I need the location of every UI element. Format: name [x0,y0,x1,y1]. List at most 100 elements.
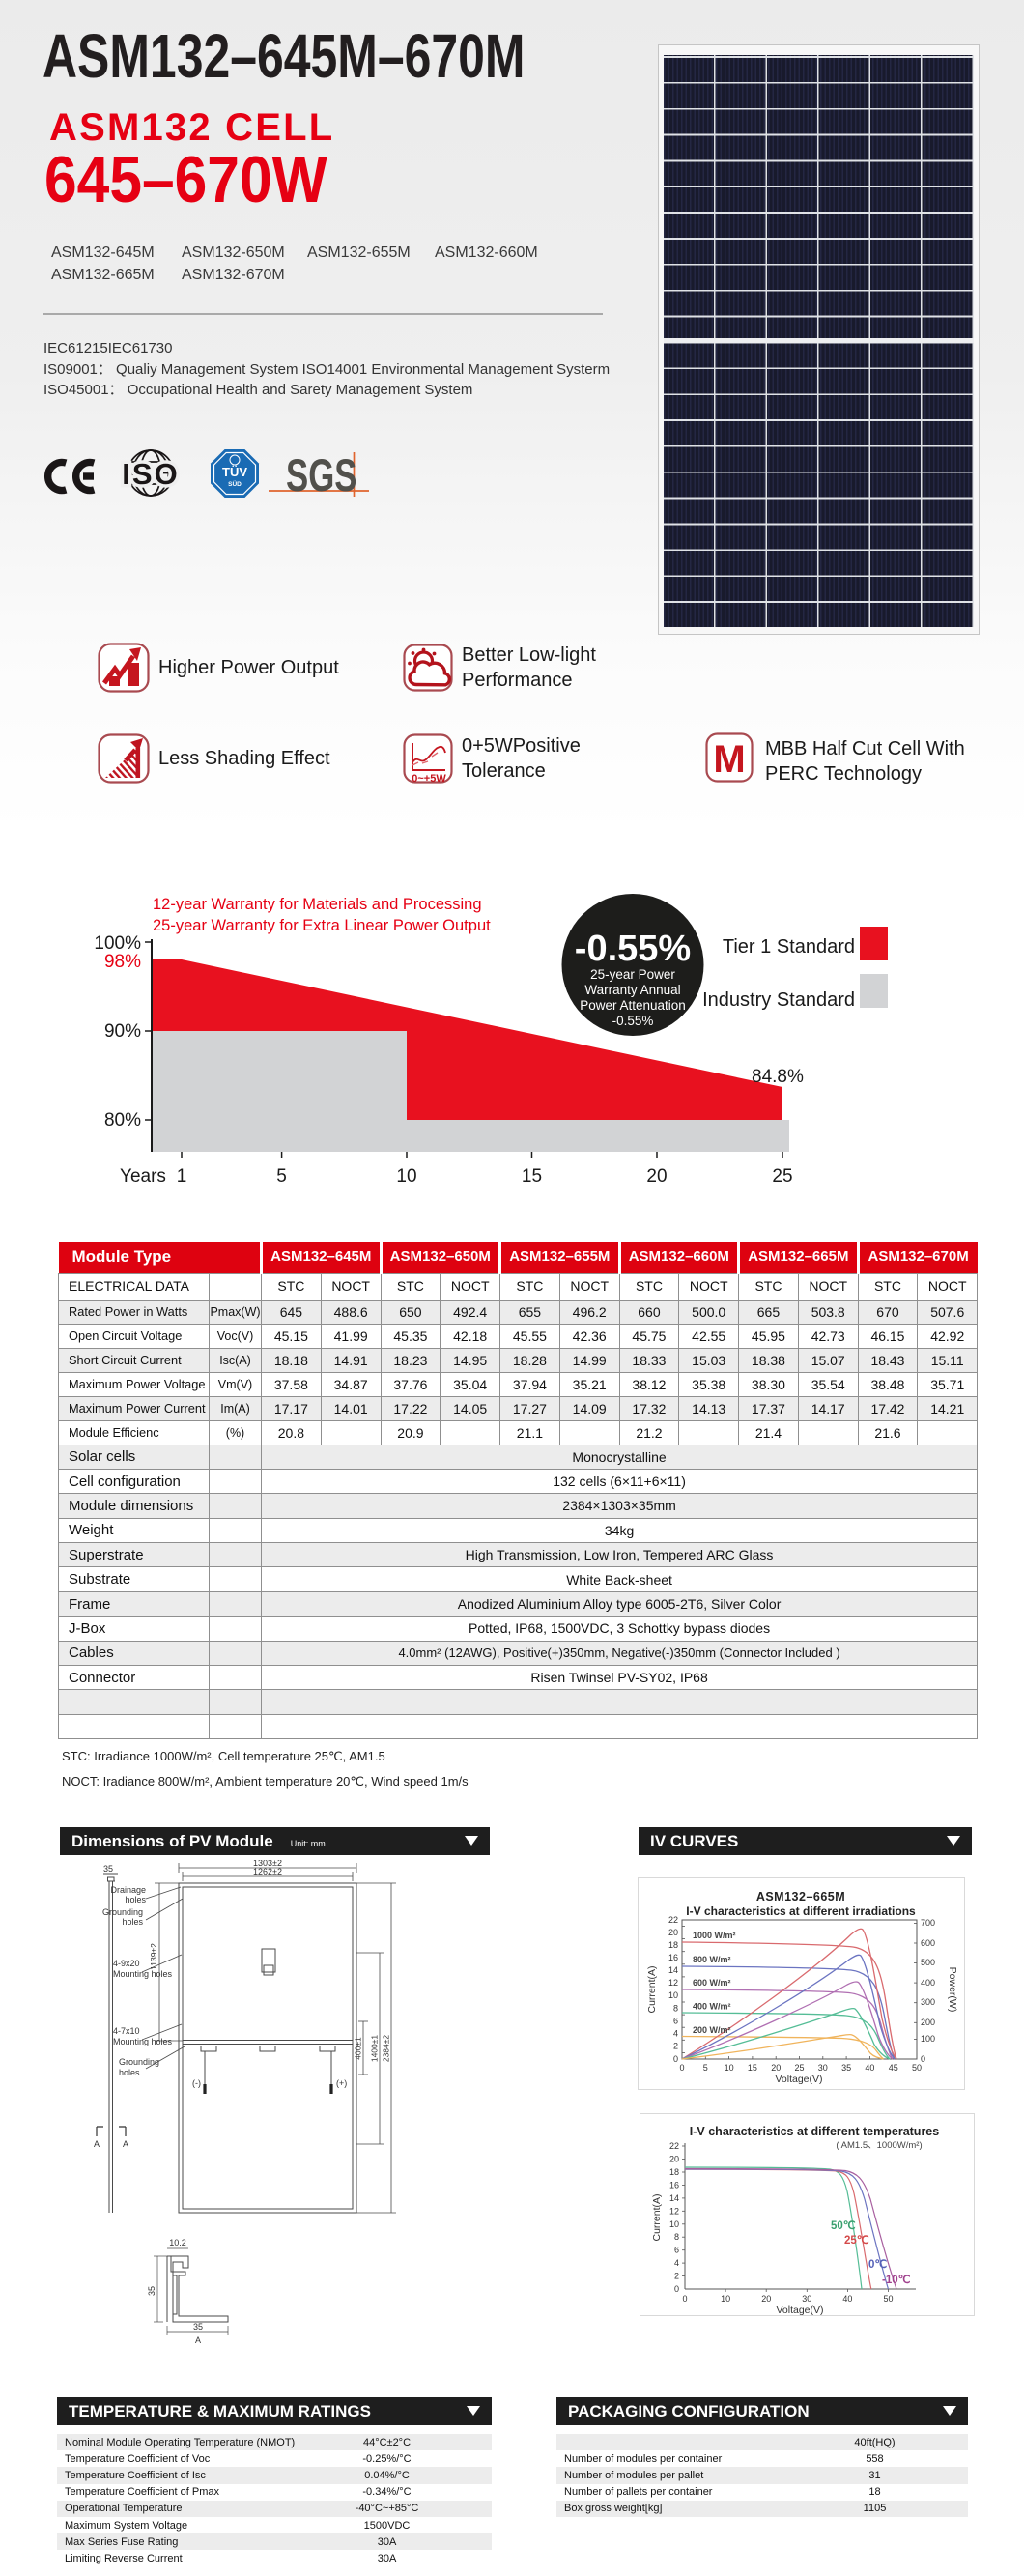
svg-text:90%: 90% [104,1021,141,1042]
svg-text:400: 400 [921,1978,935,1988]
svg-text:Years: Years [120,1166,166,1187]
svg-text:0: 0 [682,2294,687,2304]
svg-text:2: 2 [673,2042,678,2051]
svg-text:400 W/m²: 400 W/m² [693,2002,731,2012]
svg-text:holes: holes [122,1917,143,1927]
svg-text:100: 100 [921,2034,935,2044]
svg-text:SGS: SGS [286,450,356,501]
svg-text:84.8%: 84.8% [752,1067,804,1087]
svg-text:2384±2: 2384±2 [382,2035,391,2063]
svg-text:Tier 1 Standard: Tier 1 Standard [723,936,855,958]
svg-text:10.2: 10.2 [169,2238,186,2247]
svg-text:22: 22 [668,1915,678,1925]
svg-text:holes: holes [125,1895,146,1904]
svg-text:-0.55%: -0.55% [575,929,691,969]
svg-text:Voltage(V): Voltage(V) [775,2074,822,2085]
svg-text:35: 35 [147,2286,156,2296]
svg-text:TÜV: TÜV [222,465,247,479]
svg-text:98%: 98% [104,952,141,972]
svg-text:A: A [195,2335,201,2345]
svg-text:25: 25 [794,2063,804,2073]
svg-text:Warranty Annual: Warranty Annual [584,983,680,997]
svg-text:40: 40 [842,2294,852,2304]
svg-text:500: 500 [921,1958,935,1967]
svg-text:SÜD: SÜD [228,479,242,488]
svg-text:40: 40 [865,2063,874,2073]
svg-text:20: 20 [668,1928,678,1937]
svg-text:12: 12 [669,2206,679,2216]
svg-text:4: 4 [674,2258,679,2268]
svg-text:18: 18 [669,2167,679,2177]
svg-text:400±1: 400±1 [354,2037,363,2060]
svg-text:8: 8 [674,2232,679,2242]
svg-text:A: A [123,2139,128,2149]
svg-text:12-year Warranty for Materials: 12-year Warranty for Materials and Proce… [153,896,482,913]
svg-text:Grounding: Grounding [119,2057,159,2067]
svg-text:800 W/m²: 800 W/m² [693,1955,731,1964]
svg-text:35: 35 [193,2322,203,2332]
svg-text:600 W/m²: 600 W/m² [693,1978,731,1988]
svg-text:(-): (-) [192,2078,201,2088]
svg-text:25: 25 [772,1166,792,1187]
svg-text:Mounting holes: Mounting holes [113,2037,173,2046]
svg-text:Power(W): Power(W) [947,1967,958,2013]
svg-text:1139±2: 1139±2 [149,1943,158,1970]
svg-text:A: A [94,2139,100,2149]
svg-text:10: 10 [668,1990,678,2000]
svg-text:50℃: 50℃ [831,2219,856,2232]
svg-text:50: 50 [883,2294,893,2304]
svg-text:Voltage(V): Voltage(V) [776,2304,823,2315]
svg-text:30: 30 [818,2063,828,2073]
svg-text:Industry Standard: Industry Standard [702,989,855,1011]
svg-text:4-7x10: 4-7x10 [113,2026,140,2036]
svg-text:6: 6 [674,2246,679,2255]
svg-text:200 W/m²: 200 W/m² [693,2025,731,2035]
svg-text:16: 16 [669,2180,679,2190]
svg-text:14: 14 [668,1965,678,1975]
svg-text:Current(A): Current(A) [651,2193,663,2241]
svg-text:ASM132–665M: ASM132–665M [756,1890,845,1903]
svg-text:15: 15 [748,2063,757,2073]
svg-text:I-V characteristics at differe: I-V characteristics at different tempera… [690,2125,939,2138]
svg-text:45: 45 [889,2063,898,2073]
svg-text:6: 6 [673,2017,678,2026]
svg-text:700: 700 [921,1918,935,1928]
svg-text:Drainage: Drainage [110,1885,146,1895]
svg-text:5: 5 [276,1166,287,1187]
svg-text:Current(A): Current(A) [646,1965,658,2013]
svg-text:ISO: ISO [122,457,179,491]
svg-text:I-V characteristics at differe: I-V characteristics at different irradia… [686,1904,916,1918]
svg-text:1303±2: 1303±2 [253,1860,282,1868]
svg-text:30: 30 [802,2294,811,2304]
svg-text:600: 600 [921,1938,935,1948]
svg-text:20: 20 [646,1166,667,1187]
svg-text:25-year Warranty for Extra Lin: 25-year Warranty for Extra Linear Power … [153,917,491,934]
svg-text:0: 0 [673,2054,678,2064]
svg-text:100%: 100% [94,933,141,954]
svg-text:300: 300 [921,1997,935,2007]
svg-text:0: 0 [674,2284,679,2294]
svg-text:-10℃: -10℃ [882,2274,911,2286]
svg-text:20: 20 [761,2294,771,2304]
svg-text:2: 2 [674,2272,679,2281]
svg-text:20: 20 [669,2155,679,2164]
svg-text:25-year Power: 25-year Power [590,967,675,982]
svg-text:1400±1: 1400±1 [370,2035,380,2063]
svg-text:15: 15 [522,1166,542,1187]
svg-text:(+): (+) [336,2078,347,2088]
svg-text:4: 4 [673,2029,678,2039]
svg-text:Power Attenuation: Power Attenuation [580,998,686,1013]
svg-text:1262±2: 1262±2 [253,1867,282,1876]
svg-text:20: 20 [771,2063,781,2073]
svg-text:Mounting holes: Mounting holes [113,1969,173,1979]
svg-text:Grounding: Grounding [102,1907,143,1917]
svg-text:8: 8 [673,2004,678,2014]
svg-text:4-9x20: 4-9x20 [113,1959,140,1968]
svg-text:22: 22 [669,2141,679,2151]
svg-text:10: 10 [725,2063,734,2073]
svg-text:0: 0 [679,2063,684,2073]
svg-text:0: 0 [921,2054,925,2064]
svg-text:18: 18 [668,1940,678,1950]
svg-text:0~+5W: 0~+5W [412,773,446,784]
svg-text:16: 16 [668,1953,678,1962]
